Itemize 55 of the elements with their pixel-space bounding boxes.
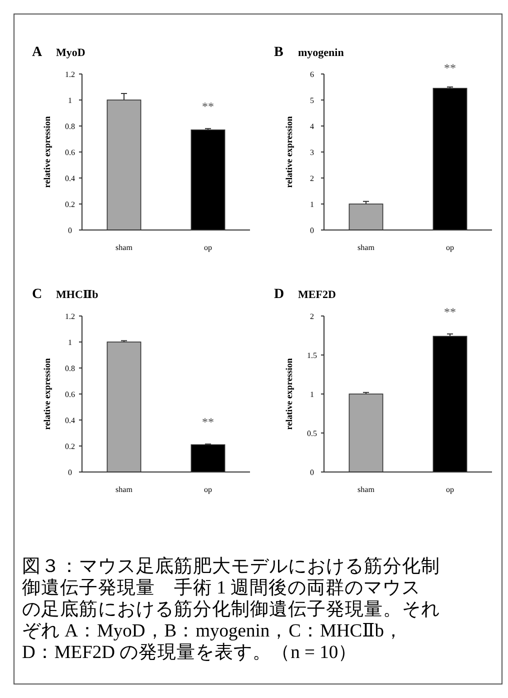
chart-title: D	[274, 287, 284, 302]
y-axis-title: relative expression	[42, 358, 52, 430]
y-tick-label: 0	[68, 468, 72, 477]
y-tick-label: 0.5	[307, 428, 317, 438]
x-tick-label: op	[204, 243, 212, 252]
y-axis-title: relative expression	[42, 116, 52, 188]
y-tick-label: 2	[310, 174, 314, 183]
y-tick-label: 0.8	[65, 122, 75, 131]
text: の足底筋における筋分化制御遺伝子発現量。それ	[22, 598, 440, 620]
chart-title: A	[32, 45, 43, 60]
y-tick-label: 0.6	[65, 390, 75, 399]
chart-subtitle: MHCⅡb	[56, 289, 98, 301]
y-axis-title: relative expression	[284, 116, 294, 188]
chart-subtitle: MyoD	[56, 47, 86, 59]
y-tick-label: 1.5	[307, 350, 317, 360]
text: 御遺伝子発現量 手術 1 週間後の両群のマウス	[22, 578, 420, 598]
y-tick-label: 0.2	[65, 442, 75, 451]
y-tick-label: 1	[310, 390, 314, 399]
y-tick-label: 1	[68, 96, 72, 105]
x-tick-label: sham	[116, 485, 134, 494]
y-tick-label: 0.8	[65, 364, 75, 373]
y-tick-label: 1	[68, 338, 72, 347]
annotation: **	[444, 61, 456, 75]
y-tick-label: 0.6	[65, 148, 75, 157]
y-axis-title: relative expression	[284, 358, 294, 430]
chart-subtitle: MEF2D	[298, 289, 336, 301]
y-tick-label: 0.2	[65, 200, 75, 209]
chart-title: C	[32, 287, 42, 302]
x-tick-label: op	[446, 485, 454, 494]
x-tick-label: sham	[358, 485, 376, 494]
y-tick-label: 0	[310, 468, 314, 477]
x-tick-label: sham	[358, 243, 376, 252]
y-tick-label: 1.2	[65, 312, 75, 321]
caption: 図３：マウス足底筋肥大モデルにおける筋分化制	[22, 555, 440, 577]
y-tick-label: 0	[68, 226, 72, 235]
text: D：MEF2D の発現量を表す。（n = 10）	[22, 642, 358, 663]
chart-title: B	[274, 45, 284, 60]
annotation: **	[444, 304, 456, 319]
y-tick-label: 5	[310, 96, 314, 105]
y-tick-label: 2	[310, 312, 314, 321]
y-tick-label: 4	[310, 122, 314, 131]
chart-subtitle: myogenin	[298, 47, 344, 59]
x-tick-label: op	[446, 243, 454, 252]
y-tick-label: 0.4	[65, 416, 75, 425]
y-tick-label: 3	[310, 148, 314, 157]
y-tick-label: 0.4	[65, 174, 75, 183]
y-tick-label: 0	[310, 226, 314, 235]
y-tick-label: 1.2	[65, 70, 75, 79]
x-tick-label: op	[204, 485, 212, 494]
x-tick-label: sham	[116, 243, 134, 252]
annotation: **	[202, 100, 214, 114]
y-tick-label: 1	[310, 200, 314, 209]
text: ぞれ A：MyoD，B：myogenin，C：MHCⅡb，	[22, 622, 403, 642]
y-tick-label: 6	[310, 70, 314, 79]
annotation: **	[202, 415, 214, 430]
